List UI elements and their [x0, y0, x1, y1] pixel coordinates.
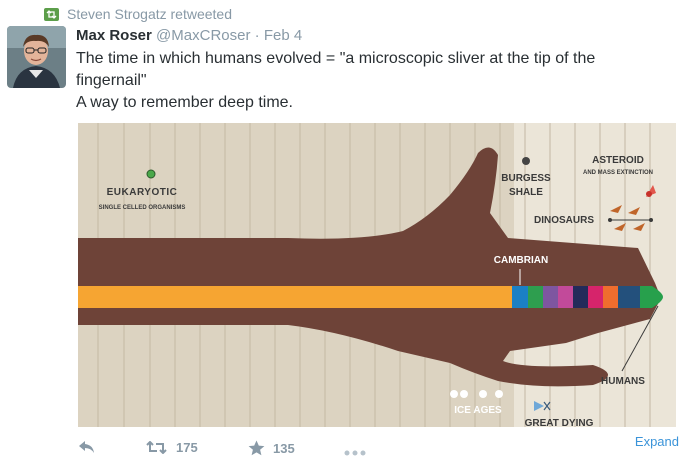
tweet-text-line: The time in which humans evolved = "a mi… [76, 50, 596, 67]
label-great-dying: GREAT DYING [525, 418, 594, 427]
arm-silhouette [78, 147, 661, 387]
tweet-text: The time in which humans evolved = "a mi… [76, 48, 666, 114]
label-eukaryotic: EUKARYOTIC [107, 187, 178, 198]
author-name[interactable]: Max Roser [76, 27, 152, 44]
author-handle[interactable]: @MaxCRoser [156, 27, 251, 44]
header-separator: · [254, 27, 260, 44]
tweet-date[interactable]: Feb 4 [263, 27, 303, 44]
star-icon [248, 440, 265, 456]
range-marker-icon [649, 218, 653, 222]
timeline-bar [78, 286, 512, 308]
reply-button[interactable] [78, 440, 95, 457]
range-marker-icon [608, 218, 612, 222]
avatar[interactable] [7, 26, 66, 88]
eukaryote-icon [146, 169, 156, 179]
label-single-celled: SINGLE CELLED ORGANISMS [99, 205, 186, 211]
retweet-count: 175 [176, 440, 198, 455]
label-shale: SHALE [509, 187, 543, 198]
retweet-context[interactable]: Steven Strogatz retweeted [44, 5, 232, 23]
more-icon [344, 444, 366, 459]
label-asteroid: ASTEROID [592, 155, 644, 166]
humans-pointer [621, 305, 659, 372]
retweet-button[interactable]: 175 [146, 440, 198, 455]
label-dinosaurs: DINOSAURS [534, 215, 594, 226]
label-cambrian: CAMBRIAN [494, 255, 548, 266]
dinosaur-icon [610, 205, 645, 231]
ice-ages-icon [450, 390, 503, 398]
retweet-action-icon [146, 441, 167, 454]
label-burgess: BURGESS [501, 173, 551, 184]
tweet-text-line: fingernail" [76, 72, 147, 89]
tweet-header: Max Roser @MaxCRoser · Feb 4 [76, 27, 302, 44]
label-mass-extinction: AND MASS EXTINCTION [583, 170, 653, 176]
label-humans: HUMANS [601, 376, 645, 387]
burgess-icon [522, 157, 530, 165]
great-dying-icon [534, 401, 551, 411]
retweeted-by-text: Steven Strogatz retweeted [67, 6, 232, 22]
label-ice-ages: ICE AGES [454, 405, 502, 416]
expand-link[interactable]: Expand [634, 434, 679, 449]
favorite-count: 135 [273, 440, 295, 456]
asteroid-icon [646, 185, 656, 197]
more-button[interactable] [344, 444, 366, 459]
reply-icon [78, 440, 95, 457]
recent-eras-segments [512, 286, 663, 308]
retweet-icon [44, 7, 59, 21]
tweet-media-image[interactable]: EUKARYOTIC SINGLE CELLED ORGANISMS BURGE… [78, 123, 676, 427]
favorite-button[interactable]: 135 [248, 440, 295, 456]
tweet-text-line: A way to remember deep time. [76, 94, 293, 111]
